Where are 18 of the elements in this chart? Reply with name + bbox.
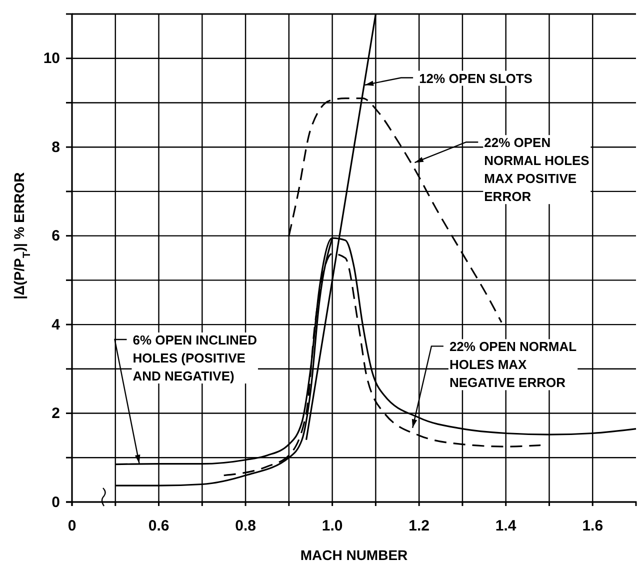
x-tick-label: 1.0 bbox=[322, 518, 343, 535]
y-tick-label: 0 bbox=[52, 494, 60, 511]
x-tick-label: 1.2 bbox=[408, 518, 430, 535]
y-tick-label: 10 bbox=[43, 50, 60, 68]
x-tick-label: 0 bbox=[68, 518, 76, 535]
annotation: 6% OPEN INCLINED HOLES (POSITIVE AND NEGATIVE) bbox=[132, 332, 257, 384]
y-tick-label: 2 bbox=[52, 405, 60, 422]
y-tick-label: 4 bbox=[52, 316, 61, 334]
annotation: 22% OPEN NORMAL HOLES MAX POSITIVE ERROR bbox=[484, 135, 590, 204]
x-tick-label: 0.6 bbox=[148, 518, 170, 535]
x-axis-title: MACH NUMBER bbox=[300, 547, 408, 563]
x-tick-label: 1.4 bbox=[495, 518, 517, 535]
annotation: 22% OPEN NORMAL HOLES MAX NEGATIVE ERROR bbox=[449, 339, 577, 390]
x-tick-label: 1.6 bbox=[582, 518, 604, 535]
annotation: 12% OPEN SLOTS bbox=[419, 70, 533, 86]
y-tick-label: 6 bbox=[52, 228, 60, 245]
x-tick-label: 0.8 bbox=[235, 518, 256, 535]
y-tick-label: 8 bbox=[52, 138, 60, 156]
